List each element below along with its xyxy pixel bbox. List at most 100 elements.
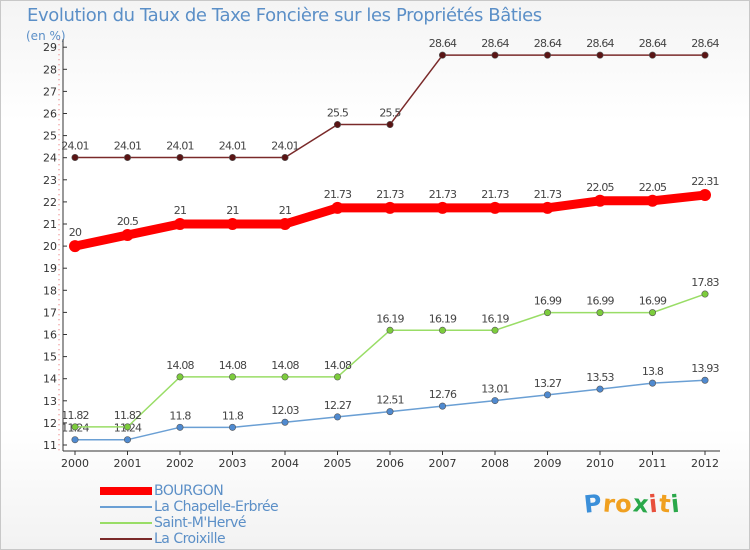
data-point-la-croixille xyxy=(701,51,709,59)
x-tick-label: 2002 xyxy=(166,457,194,470)
data-point-la-chapelle-erbr-e xyxy=(176,423,184,431)
y-unit-label: (en %) xyxy=(26,29,66,43)
data-label-la-chapelle-erbr-e: 12.03 xyxy=(271,404,299,417)
x-tick-label: 2006 xyxy=(376,457,404,470)
data-point-bourgon xyxy=(226,218,239,230)
data-label-la-chapelle-erbr-e: 11.8 xyxy=(222,409,244,422)
data-label-la-croixille: 24.01 xyxy=(219,139,247,152)
legend-swatch xyxy=(100,487,152,495)
legend-swatch xyxy=(100,506,152,508)
y-tick-label: 27 xyxy=(43,85,57,98)
y-tick-label: 16 xyxy=(43,329,57,342)
data-point-bourgon xyxy=(384,201,396,214)
y-tick-label: 25 xyxy=(43,130,57,143)
data-label-la-croixille: 28.64 xyxy=(534,37,562,50)
data-point-la-chapelle-erbr-e xyxy=(386,408,394,416)
data-point-la-croixille xyxy=(229,153,237,161)
data-label-saint-m-herv: 14.08 xyxy=(166,359,194,372)
data-label-la-chapelle-erbr-e: 13.01 xyxy=(481,383,509,396)
data-label-bourgon: 20.5 xyxy=(117,215,139,228)
y-tick-label: 28 xyxy=(43,63,57,76)
data-point-saint-m-herv xyxy=(176,373,184,381)
data-label-la-croixille: 28.64 xyxy=(586,37,614,50)
data-label-bourgon: 21 xyxy=(226,204,238,217)
data-label-saint-m-herv: 14.08 xyxy=(219,359,247,372)
data-point-la-croixille xyxy=(386,121,394,129)
y-tick-label: 17 xyxy=(43,306,57,319)
data-label-la-chapelle-erbr-e: 12.27 xyxy=(324,399,352,412)
data-point-la-croixille xyxy=(491,51,499,59)
data-point-la-croixille xyxy=(281,153,289,161)
data-point-la-croixille xyxy=(648,51,656,59)
data-point-bourgon xyxy=(646,194,659,207)
data-point-la-chapelle-erbr-e xyxy=(229,423,237,431)
data-label-saint-m-herv: 16.19 xyxy=(376,312,404,325)
data-point-bourgon xyxy=(174,218,186,230)
x-tick-label: 2012 xyxy=(691,457,719,470)
data-point-la-croixille xyxy=(543,51,551,59)
y-tick-label: 14 xyxy=(43,373,57,386)
data-label-saint-m-herv: 16.19 xyxy=(429,312,457,325)
x-tick-label: 2004 xyxy=(271,457,299,470)
data-label-la-croixille: 25.5 xyxy=(379,107,401,120)
data-point-la-chapelle-erbr-e xyxy=(648,379,656,387)
data-point-saint-m-herv xyxy=(281,373,289,381)
data-label-bourgon: 21 xyxy=(279,204,291,217)
data-point-la-chapelle-erbr-e xyxy=(281,418,289,426)
data-label-la-croixille: 24.01 xyxy=(61,139,89,152)
legend-swatch xyxy=(100,538,152,540)
logo-letter: P xyxy=(582,489,605,519)
data-point-saint-m-herv xyxy=(596,309,604,317)
data-point-saint-m-herv xyxy=(333,373,341,381)
data-point-saint-m-herv xyxy=(491,326,499,334)
y-tick-label: 22 xyxy=(43,196,57,209)
y-tick-label: 19 xyxy=(43,262,57,275)
data-point-saint-m-herv xyxy=(438,326,446,334)
data-label-la-croixille: 28.64 xyxy=(481,37,509,50)
data-point-la-chapelle-erbr-e xyxy=(596,385,604,393)
y-tick-label: 13 xyxy=(43,395,57,408)
data-point-saint-m-herv xyxy=(386,326,394,334)
data-point-saint-m-herv xyxy=(648,309,656,317)
data-label-la-croixille: 28.64 xyxy=(691,37,719,50)
x-tick-label: 2001 xyxy=(114,457,142,470)
y-tick-label: 18 xyxy=(43,284,57,297)
data-label-saint-m-herv: 11.82 xyxy=(61,409,89,422)
data-label-la-croixille: 24.01 xyxy=(271,139,299,152)
data-point-la-chapelle-erbr-e xyxy=(71,436,79,444)
y-tick-label: 24 xyxy=(43,152,57,165)
y-tick-label: 21 xyxy=(43,218,57,231)
x-tick-label: 2008 xyxy=(481,457,509,470)
data-point-bourgon xyxy=(489,201,501,214)
data-point-bourgon xyxy=(279,218,291,230)
data-label-bourgon: 21.73 xyxy=(324,188,352,201)
x-tick-label: 2009 xyxy=(534,457,562,470)
data-point-la-chapelle-erbr-e xyxy=(438,402,446,410)
data-label-saint-m-herv: 14.08 xyxy=(324,359,352,372)
data-label-bourgon: 21 xyxy=(174,204,186,217)
data-label-la-chapelle-erbr-e: 13.8 xyxy=(642,365,664,378)
data-point-bourgon xyxy=(594,194,606,207)
y-tick-label: 29 xyxy=(43,41,57,54)
chart-title: Evolution du Taux de Taxe Foncière sur l… xyxy=(27,5,542,26)
legend-label: BOURGON xyxy=(154,483,224,499)
data-label-saint-m-herv: 14.08 xyxy=(271,359,299,372)
data-label-bourgon: 22.31 xyxy=(691,175,719,188)
proxiti-logo: Proxiti xyxy=(582,489,682,519)
logo-letter: i xyxy=(669,489,682,519)
data-label-la-croixille: 24.01 xyxy=(114,139,142,152)
data-point-bourgon xyxy=(699,189,711,202)
y-tick-label: 23 xyxy=(43,174,57,187)
data-point-la-chapelle-erbr-e xyxy=(701,376,709,384)
data-label-la-croixille: 25.5 xyxy=(327,107,349,120)
data-label-la-croixille: 28.64 xyxy=(429,37,457,50)
data-label-la-chapelle-erbr-e: 12.51 xyxy=(376,394,404,407)
data-label-bourgon: 21.73 xyxy=(481,188,509,201)
data-label-bourgon: 22.05 xyxy=(639,181,667,194)
data-point-la-chapelle-erbr-e xyxy=(543,391,551,399)
x-tick-label: 2011 xyxy=(639,457,667,470)
x-tick-label: 2003 xyxy=(219,457,247,470)
data-label-la-chapelle-erbr-e: 13.27 xyxy=(534,377,562,390)
data-point-la-chapelle-erbr-e xyxy=(491,397,499,405)
